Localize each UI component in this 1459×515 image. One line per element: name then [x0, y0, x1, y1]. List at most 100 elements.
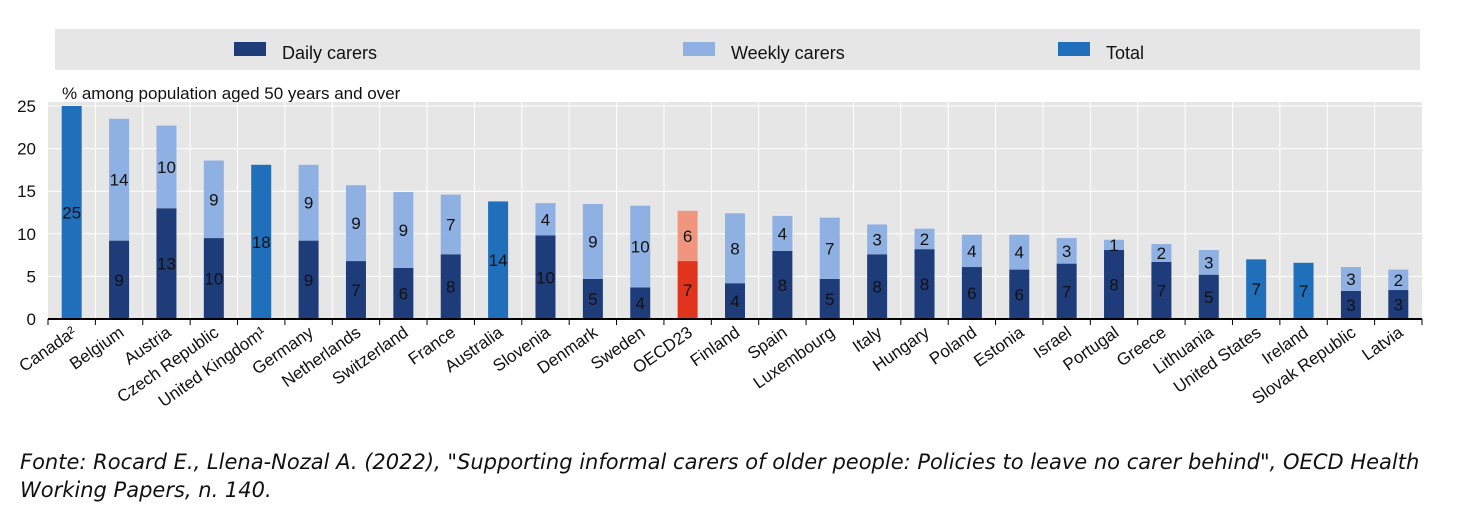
bar-daily	[440, 254, 461, 319]
bar-weekly	[914, 228, 935, 250]
data-label-daily: 10	[536, 268, 555, 287]
bar-weekly	[1151, 244, 1172, 262]
data-label-weekly: 9	[304, 194, 313, 213]
bar-daily	[393, 267, 414, 319]
data-labels: 2591413101091899796987141045941076488457…	[62, 158, 1403, 315]
legend-swatch-daily	[234, 42, 266, 56]
bar-daily	[535, 235, 556, 319]
bar-weekly	[1104, 239, 1125, 250]
data-label-weekly: 7	[446, 215, 455, 234]
bar-weekly	[298, 164, 319, 241]
bar-daily	[1104, 249, 1125, 319]
data-label-daily: 8	[446, 278, 455, 297]
data-label-weekly: 9	[209, 190, 218, 209]
data-label-daily: 5	[588, 290, 597, 309]
data-label-weekly: 4	[778, 224, 787, 243]
bar-daily	[582, 278, 603, 319]
bar-daily	[109, 240, 130, 319]
data-label-weekly: 4	[1015, 243, 1024, 262]
bar-weekly	[535, 203, 556, 236]
data-label-daily: 6	[1015, 285, 1024, 304]
bar-daily	[630, 287, 651, 319]
x-axis-ticks	[47, 319, 1423, 325]
bar-daily	[772, 250, 793, 319]
x-tick-label: Finland	[687, 323, 744, 371]
bar-daily	[867, 254, 888, 319]
legend-background	[55, 29, 1420, 70]
data-label-daily: 6	[967, 284, 976, 303]
data-label-weekly: 2	[920, 230, 929, 249]
bar-weekly	[961, 234, 982, 268]
data-label-daily: 7	[351, 281, 360, 300]
bar-total	[1246, 259, 1267, 319]
data-label-daily: 3	[1346, 296, 1355, 315]
bar-weekly	[772, 215, 793, 251]
data-label-weekly: 9	[351, 214, 360, 233]
data-label-daily: 8	[778, 276, 787, 295]
bar-weekly	[630, 205, 651, 288]
data-label-total: 14	[489, 251, 508, 270]
bar-daily	[298, 240, 319, 319]
data-label-weekly: 1	[1109, 236, 1118, 255]
y-axis-label: % among population aged 50 years and ove…	[62, 84, 401, 103]
bar-weekly	[156, 125, 177, 209]
y-tick-label: 25	[17, 97, 36, 116]
y-tick-label: 20	[17, 140, 36, 159]
bar-daily	[203, 238, 224, 319]
x-tick-label: Estonia	[970, 322, 1028, 370]
data-label-daily: 4	[636, 294, 645, 313]
data-label-daily: 7	[683, 281, 692, 300]
y-tick-label: 0	[27, 310, 36, 329]
data-label-total: 25	[62, 204, 81, 223]
bar-weekly	[109, 118, 130, 241]
bar-daily	[677, 261, 698, 319]
data-label-total: 7	[1251, 280, 1260, 299]
bar-weekly	[345, 185, 366, 262]
bar-weekly	[1056, 238, 1077, 264]
chart: Daily carers Weekly carers Total % among p…	[16, 29, 1423, 411]
legend-swatch-weekly	[683, 42, 715, 56]
x-tick-label: Belgium	[66, 323, 127, 374]
bar-daily	[725, 283, 745, 319]
data-label-daily: 8	[872, 278, 881, 297]
bar-weekly	[1198, 249, 1219, 275]
data-label-daily: 9	[304, 271, 313, 290]
bar-daily	[345, 261, 366, 319]
source-note: Fonte: Rocard E., Llena-Nozal A. (2022),…	[20, 450, 1420, 502]
legend: Daily carers Weekly carers Total	[234, 42, 1144, 63]
bar-weekly	[1388, 269, 1409, 291]
data-label-daily: 3	[1394, 296, 1403, 315]
bar-daily	[156, 208, 177, 319]
data-label-daily: 6	[399, 284, 408, 303]
data-label-weekly: 2	[1157, 244, 1166, 263]
data-label-weekly: 8	[730, 239, 739, 258]
data-label-weekly: 9	[399, 221, 408, 240]
data-label-daily: 8	[1109, 275, 1118, 294]
legend-label-daily: Daily carers	[282, 43, 377, 63]
legend-label-total: Total	[1106, 43, 1144, 63]
bar-daily	[1388, 290, 1409, 319]
bar-weekly	[725, 213, 745, 284]
bar-daily	[1198, 274, 1219, 319]
data-label-total: 7	[1299, 282, 1308, 301]
y-tick-label: 5	[27, 267, 36, 286]
bar-daily	[1340, 290, 1361, 319]
bar-total	[488, 201, 509, 319]
data-label-daily: 13	[157, 255, 176, 274]
bar-weekly	[677, 210, 698, 262]
data-label-weekly: 3	[1204, 253, 1213, 272]
bar-weekly	[1340, 267, 1361, 291]
bar-weekly	[440, 194, 461, 255]
bar-weekly	[582, 203, 603, 279]
legend-swatch-total	[1058, 42, 1090, 56]
data-label-weekly: 10	[631, 238, 650, 257]
y-tick-label: 15	[17, 182, 36, 201]
bar-daily	[1009, 269, 1030, 319]
bar-total	[61, 106, 82, 319]
data-label-weekly: 14	[110, 171, 129, 190]
bar-weekly	[819, 217, 840, 279]
data-label-weekly: 10	[157, 158, 176, 177]
x-tick-label: Latvia	[1359, 322, 1408, 364]
bar-total	[1293, 262, 1314, 319]
